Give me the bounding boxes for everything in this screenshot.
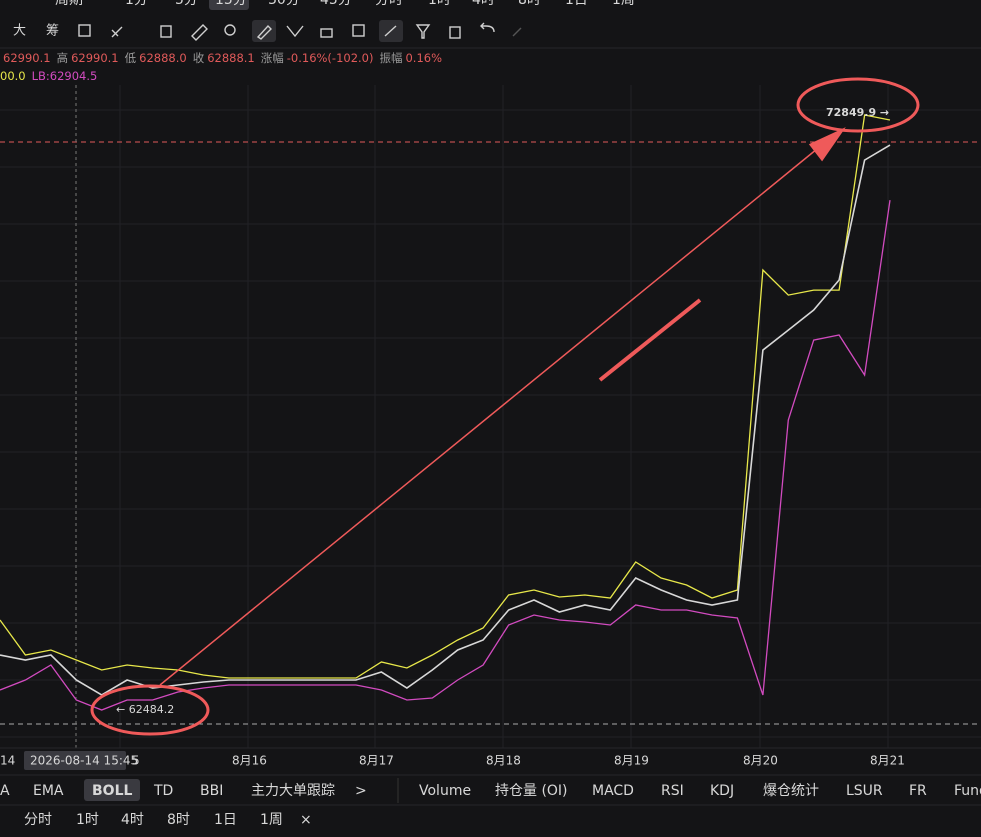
x-tick-label: 14 xyxy=(0,754,15,768)
toolbar-icons xyxy=(78,20,522,42)
period-tab[interactable]: 5分 xyxy=(175,0,198,8)
period-button[interactable]: 分时 xyxy=(24,812,52,828)
icon xyxy=(512,27,522,37)
info-value: 62990.1 xyxy=(71,51,119,65)
x-tick-label: 8月16 xyxy=(232,754,267,768)
indicator-tab[interactable]: 持仓量 (OI) xyxy=(495,783,568,799)
indicator-tab[interactable]: EMA xyxy=(33,783,64,799)
indicator-tab[interactable]: Volume xyxy=(419,783,471,799)
period-button[interactable]: 1日 xyxy=(214,812,237,828)
tool[interactable]: 筹 xyxy=(46,23,59,39)
period-tab[interactable]: 分时 xyxy=(375,0,403,8)
band-line xyxy=(0,200,891,711)
highlight-circle xyxy=(796,77,920,133)
icon[interactable] xyxy=(78,24,91,37)
boll-value: 00.0 xyxy=(0,69,26,83)
indicator-tab[interactable]: LSUR xyxy=(846,783,883,799)
crosshair-box xyxy=(24,751,126,770)
period-tab[interactable]: 30分 xyxy=(268,0,300,8)
info-label: 涨幅 xyxy=(261,51,284,65)
period-tab[interactable]: 1分 xyxy=(125,0,148,8)
period-button[interactable]: 1时 xyxy=(76,812,99,828)
period-tab[interactable]: 1时 xyxy=(428,0,451,8)
icon[interactable] xyxy=(384,25,397,37)
period-button[interactable]: 8时 xyxy=(167,812,190,828)
highlight-circle xyxy=(90,684,210,736)
boll-value: LB:62904.5 xyxy=(32,69,98,83)
period-tab[interactable]: 45分 xyxy=(320,0,352,8)
indicator-tab[interactable]: Fund xyxy=(954,783,981,799)
crosshair-label: 2026-08-14 15:45 xyxy=(30,754,138,768)
indicator-tab[interactable]: KDJ xyxy=(710,783,734,799)
boll-info: 00.0 LB:62904.5 xyxy=(0,69,97,83)
period-tab[interactable]: 1周 xyxy=(612,0,635,8)
info-value: -0.16%(-102.0) xyxy=(287,51,374,65)
arrow-head xyxy=(598,127,846,382)
period-button[interactable]: 4时 xyxy=(121,812,144,828)
price-annotation: ← 62484.2 xyxy=(116,703,174,716)
icon[interactable] xyxy=(160,25,172,38)
period-button[interactable]: × xyxy=(300,812,312,828)
price-annotation: 72849.9 → xyxy=(826,106,889,119)
info-value: 0.16% xyxy=(405,51,442,65)
icon[interactable] xyxy=(286,25,304,38)
period-tab[interactable]: 4时 xyxy=(472,0,495,8)
tab-active[interactable] xyxy=(84,779,140,801)
indicator-tab[interactable]: MACD xyxy=(592,783,634,799)
icon[interactable] xyxy=(111,26,123,38)
info-value: 62990.1 xyxy=(3,51,51,65)
info-label: 高 xyxy=(57,51,69,65)
indicator-tab[interactable]: RSI xyxy=(661,783,684,799)
ohlc-info: 62990.1 高 62990.1 低 62888.0 收 62888.1 涨幅 -0.16%(… xyxy=(3,51,442,65)
tab-active xyxy=(209,0,249,10)
period-button[interactable]: 1周 xyxy=(260,812,283,828)
period-tab[interactable]: 1日 xyxy=(565,0,588,8)
indicator-tab[interactable]: TD xyxy=(153,783,173,799)
period-tab[interactable]: 15分 xyxy=(215,0,247,8)
icon[interactable] xyxy=(191,24,208,41)
indicator-tab[interactable]: BBI xyxy=(200,783,223,799)
indicator-tab[interactable]: > xyxy=(355,783,367,799)
period-tab[interactable]: 8时 xyxy=(518,0,541,8)
icon[interactable] xyxy=(449,26,461,39)
tool[interactable]: 大 xyxy=(13,24,26,39)
indicator-tab[interactable]: FR xyxy=(909,783,927,799)
info-label: 低 xyxy=(125,51,137,65)
x-tick-label: 8月20 xyxy=(743,754,778,768)
icon[interactable] xyxy=(480,22,495,33)
x-tick-label: 5 xyxy=(132,754,140,768)
x-tick-label: 8月18 xyxy=(486,754,521,768)
icon[interactable] xyxy=(224,24,236,36)
x-tick-label: 8月19 xyxy=(614,754,649,768)
indicator-tab[interactable]: 主力大单跟踪 xyxy=(251,783,335,799)
x-tick-label: 8月17 xyxy=(359,754,394,768)
indicator-tab[interactable]: 爆仓统计 xyxy=(763,783,819,799)
icon[interactable] xyxy=(256,24,272,40)
band-line xyxy=(0,114,891,679)
arrow-line xyxy=(159,139,829,686)
icon[interactable] xyxy=(320,28,333,38)
indicator-tab[interactable]: A xyxy=(0,783,10,799)
icon[interactable] xyxy=(415,24,431,39)
x-tick-label: 8月21 xyxy=(870,754,905,768)
period-tab[interactable]: 周期 xyxy=(55,0,83,8)
info-value: 62888.1 xyxy=(207,51,255,65)
info-label: 振幅 xyxy=(379,51,402,65)
info-value: 62888.0 xyxy=(139,51,187,65)
indicator-tab[interactable]: BOLL xyxy=(92,783,132,799)
icon[interactable] xyxy=(352,24,365,37)
info-label: 收 xyxy=(193,51,205,65)
